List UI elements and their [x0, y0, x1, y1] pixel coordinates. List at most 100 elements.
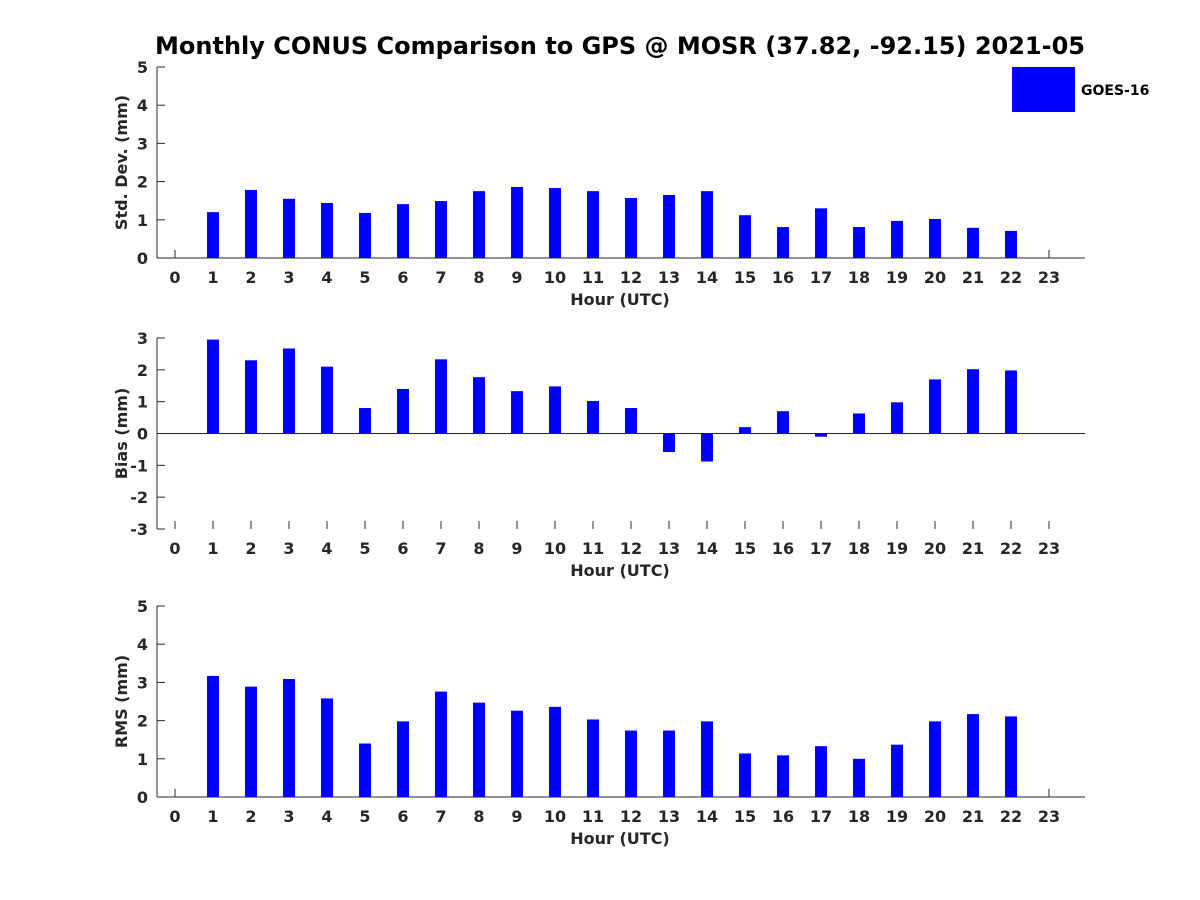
x-tick-label: 14 [696, 268, 718, 287]
x-tick-label: 5 [359, 539, 370, 558]
bar-hour-7 [435, 359, 447, 434]
x-tick-label: 17 [810, 268, 832, 287]
x-tick-label: 15 [734, 268, 756, 287]
y-tick-label: 2 [137, 173, 148, 192]
x-tick-label: 13 [658, 807, 680, 826]
bar-hour-21 [967, 227, 979, 258]
x-tick-label: 20 [924, 268, 946, 287]
x-tick-label: 6 [397, 807, 408, 826]
bar-hour-13 [663, 730, 675, 797]
bar-hour-17 [815, 208, 827, 258]
x-tick-label: 6 [397, 539, 408, 558]
bar-hour-2 [245, 360, 257, 434]
x-tick-label: 0 [169, 268, 180, 287]
x-tick-label: 2 [245, 268, 256, 287]
x-tick-label: 21 [962, 539, 984, 558]
y-tick-label: 5 [137, 58, 148, 77]
x-tick-label: 1 [207, 807, 218, 826]
bar-hour-21 [967, 714, 979, 797]
x-tick-label: 3 [283, 807, 294, 826]
bar-hour-8 [473, 377, 485, 434]
y-tick-label: 3 [137, 673, 148, 692]
bar-hour-5 [359, 743, 371, 797]
y-tick-label: 0 [137, 788, 148, 807]
bar-hour-4 [321, 202, 333, 258]
x-tick-label: 19 [886, 807, 908, 826]
chart-title: Monthly CONUS Comparison to GPS @ MOSR (… [155, 32, 1085, 60]
bar-hour-9 [511, 391, 523, 434]
x-tick-label: 21 [962, 268, 984, 287]
bar-hour-8 [473, 702, 485, 797]
x-axis-label: Hour (UTC) [570, 290, 670, 309]
y-axis-label: Std. Dev. (mm) [112, 95, 131, 230]
x-tick-label: 11 [582, 807, 604, 826]
x-tick-label: 2 [245, 807, 256, 826]
x-tick-label: 22 [1000, 539, 1022, 558]
bar-hour-4 [321, 366, 333, 434]
x-tick-label: 23 [1038, 807, 1060, 826]
y-tick-label: 0 [137, 249, 148, 268]
bar-hour-14 [701, 433, 713, 462]
y-tick-label: 0 [137, 425, 148, 444]
bar-hour-9 [511, 186, 523, 258]
bar-hour-16 [777, 227, 789, 258]
x-tick-label: 16 [772, 268, 794, 287]
x-tick-label: 0 [169, 807, 180, 826]
x-tick-label: 8 [473, 268, 484, 287]
x-tick-label: 13 [658, 268, 680, 287]
bar-hour-20 [929, 219, 941, 258]
bar-hour-16 [777, 755, 789, 797]
x-tick-label: 12 [620, 539, 642, 558]
x-tick-label: 7 [435, 268, 446, 287]
bar-hour-22 [1005, 230, 1017, 258]
bar-hour-21 [967, 369, 979, 434]
bar-hour-3 [283, 348, 295, 434]
bar-hour-17 [815, 746, 827, 797]
bar-hour-20 [929, 379, 941, 434]
x-tick-label: 4 [321, 268, 332, 287]
bar-hour-11 [587, 401, 599, 434]
x-tick-label: 21 [962, 807, 984, 826]
bar-hour-2 [245, 190, 257, 258]
y-axis-label: RMS (mm) [112, 655, 131, 748]
bar-hour-19 [891, 744, 903, 797]
x-tick-label: 17 [810, 539, 832, 558]
legend-swatch [1012, 67, 1075, 112]
bar-hour-14 [701, 191, 713, 258]
y-tick-label: 1 [137, 211, 148, 230]
x-tick-label: 2 [245, 539, 256, 558]
x-tick-label: 16 [772, 539, 794, 558]
x-tick-label: 10 [544, 268, 566, 287]
bar-hour-12 [625, 730, 637, 797]
x-tick-label: 18 [848, 268, 870, 287]
x-tick-label: 0 [169, 539, 180, 558]
bar-hour-19 [891, 402, 903, 434]
bar-hour-6 [397, 204, 409, 258]
bar-hour-13 [663, 194, 675, 258]
bar-hour-15 [739, 215, 751, 258]
x-tick-label: 4 [321, 539, 332, 558]
bar-hour-22 [1005, 370, 1017, 434]
x-tick-label: 7 [435, 539, 446, 558]
bar-hour-7 [435, 201, 447, 258]
bar-hour-1 [207, 339, 219, 434]
legend: GOES-16 [1012, 67, 1149, 112]
bar-hour-11 [587, 191, 599, 258]
bar-hour-10 [549, 706, 561, 797]
y-tick-label: 4 [137, 635, 148, 654]
y-tick-label: 1 [137, 393, 148, 412]
bar-hour-5 [359, 408, 371, 434]
x-tick-label: 10 [544, 539, 566, 558]
bar-hour-6 [397, 721, 409, 797]
x-tick-label: 4 [321, 807, 332, 826]
bar-hour-15 [739, 753, 751, 797]
x-tick-label: 17 [810, 807, 832, 826]
bar-hour-11 [587, 719, 599, 797]
bar-hour-2 [245, 686, 257, 797]
y-tick-label: 3 [137, 134, 148, 153]
bar-hour-10 [549, 386, 561, 434]
x-tick-label: 6 [397, 268, 408, 287]
x-tick-label: 20 [924, 539, 946, 558]
